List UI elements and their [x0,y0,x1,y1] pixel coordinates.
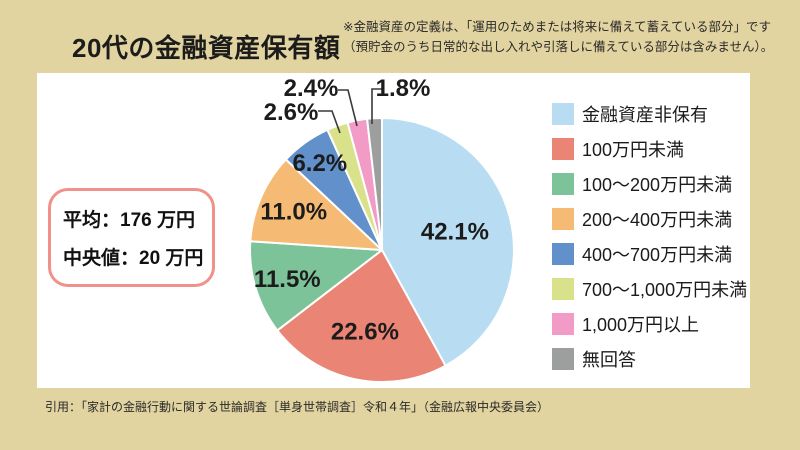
pie-label-5: 2.6% [264,99,319,126]
pie-label-6: 2.4% [284,75,339,102]
legend-label-3: 200〜400万円未満 [582,210,733,230]
legend-swatch-7 [552,348,574,370]
legend-swatch-3 [552,208,574,230]
pie-slice-0 [381,117,515,367]
legend-label-2: 100〜200万円未満 [582,175,733,195]
legend-label-5: 700〜1,000万円未満 [582,280,748,300]
legend-item-1: 100万円未満 [552,138,747,160]
legend-swatch-4 [552,243,574,265]
legend-swatch-5 [552,278,574,300]
pie-slice-2 [249,240,383,332]
page-title: 20代の金融資産保有額 [72,33,341,63]
pie-slice-1 [276,249,447,383]
pie-label-0: 42.1% [421,218,489,245]
legend-item-0: 金融資産非保有 [552,103,747,125]
pie-label-7: 1.8% [376,75,431,102]
leader-line-5 [318,110,341,134]
leader-line-7 [371,88,384,124]
legend-swatch-0 [552,103,574,125]
median-value: 中央値：20 万円 [63,248,204,269]
definition-note-line1: ※金融資産の定義は、「運用のためまたは将来に備えて蓄えている部分」です [343,20,771,34]
legend-label-0: 金融資産非保有 [582,105,708,125]
leader-line-6 [338,89,358,127]
legend-swatch-6 [552,313,574,335]
legend-swatch-2 [552,173,574,195]
legend-label-7: 無回答 [582,350,636,370]
legend-label-6: 1,000万円以上 [582,315,700,335]
legend-item-5: 700〜1,000万円未満 [552,278,747,300]
legend: 金融資産非保有 100万円未満 100〜200万円未満 200〜400万円未満 400〜… [552,103,747,370]
legend-item-6: 1,000万円以上 [552,313,747,335]
pie-label-1: 22.6% [331,318,399,345]
legend-label-4: 400〜700万円未満 [582,245,733,265]
legend-item-3: 200〜400万円未満 [552,208,747,230]
legend-item-7: 無回答 [552,348,747,370]
legend-item-2: 100〜200万円未満 [552,173,747,195]
pie-label-4: 6.2% [292,150,347,177]
legend-swatch-1 [552,138,574,160]
pie-slice-7 [366,116,383,251]
pie-label-2: 11.5% [254,266,321,293]
summary-stats-box: 平均：176 万円 中央値：20 万円 [48,188,215,287]
pie-slice-3 [249,158,383,251]
definition-note: ※金融資産の定義は、「運用のためまたは将来に備えて蓄えている部分」です （預貯金… [343,17,795,58]
average-value: 平均：176 万円 [63,210,195,231]
source-citation: 引用：「家計の金融行動に関する世論調査［単身世帯調査］令和４年」（金融広報中央委… [45,400,550,414]
legend-label-1: 100万円未満 [582,140,685,160]
legend-item-4: 400〜700万円未満 [552,243,747,265]
pie-label-3: 11.0% [260,199,327,226]
definition-note-line2: （預貯金のうち日常的な出し入れや引落しに備えている部分は含みません）。 [343,40,774,55]
